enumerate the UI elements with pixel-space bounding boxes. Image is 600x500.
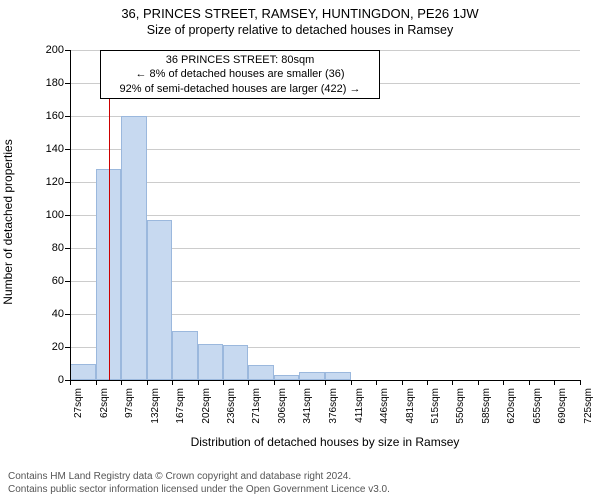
page-subtitle: Size of property relative to detached ho… bbox=[0, 23, 600, 37]
x-tick bbox=[325, 380, 326, 385]
y-tick-label: 160 bbox=[36, 110, 64, 122]
x-tick-label: 620sqm bbox=[506, 388, 517, 424]
x-tick-label: 446sqm bbox=[379, 388, 390, 424]
histogram-bar bbox=[198, 344, 223, 380]
reference-line bbox=[109, 50, 110, 380]
x-tick bbox=[172, 380, 173, 385]
annotation-callout: 36 PRINCES STREET: 80sqm ← 8% of detache… bbox=[100, 50, 380, 99]
x-tick bbox=[121, 380, 122, 385]
histogram-bar bbox=[248, 365, 274, 380]
x-tick-label: 236sqm bbox=[226, 388, 237, 424]
x-tick bbox=[503, 380, 504, 385]
x-tick-label: 690sqm bbox=[557, 388, 568, 424]
histogram-bar bbox=[147, 220, 173, 380]
x-tick-label: 167sqm bbox=[175, 388, 186, 424]
histogram-chart bbox=[70, 50, 580, 380]
footer-line1: Contains HM Land Registry data © Crown c… bbox=[8, 470, 390, 483]
x-tick-label: 132sqm bbox=[150, 388, 161, 424]
y-tick-label: 0 bbox=[36, 374, 64, 386]
x-tick-label: 97sqm bbox=[124, 388, 135, 418]
chart-header: 36, PRINCES STREET, RAMSEY, HUNTINGDON, … bbox=[0, 0, 600, 37]
x-axis-label: Distribution of detached houses by size … bbox=[70, 435, 580, 449]
annotation-line2: ← 8% of detached houses are smaller (36) bbox=[107, 67, 373, 81]
histogram-bar bbox=[70, 364, 96, 381]
x-tick bbox=[248, 380, 249, 385]
x-tick-label: 271sqm bbox=[251, 388, 262, 424]
x-tick bbox=[376, 380, 377, 385]
x-tick-label: 725sqm bbox=[583, 388, 594, 424]
x-tick bbox=[351, 380, 352, 385]
x-tick-label: 306sqm bbox=[277, 388, 288, 424]
x-tick bbox=[452, 380, 453, 385]
x-tick bbox=[274, 380, 275, 385]
x-tick-label: 27sqm bbox=[73, 388, 84, 418]
y-tick-label: 40 bbox=[36, 308, 64, 320]
x-tick-label: 655sqm bbox=[532, 388, 543, 424]
x-tick bbox=[70, 380, 71, 385]
x-tick bbox=[96, 380, 97, 385]
x-tick-label: 376sqm bbox=[328, 388, 339, 424]
x-tick bbox=[223, 380, 224, 385]
attribution-footer: Contains HM Land Registry data © Crown c… bbox=[8, 470, 390, 496]
x-tick bbox=[580, 380, 581, 385]
x-tick bbox=[478, 380, 479, 385]
y-axis-line bbox=[70, 50, 71, 380]
x-tick-label: 585sqm bbox=[481, 388, 492, 424]
x-tick bbox=[402, 380, 403, 385]
x-tick-label: 202sqm bbox=[201, 388, 212, 424]
x-tick-label: 341sqm bbox=[302, 388, 313, 424]
x-tick bbox=[529, 380, 530, 385]
histogram-bar bbox=[325, 372, 351, 380]
x-tick-label: 411sqm bbox=[354, 388, 365, 423]
footer-line2: Contains public sector information licen… bbox=[8, 483, 390, 496]
histogram-bar bbox=[299, 372, 325, 380]
x-tick bbox=[198, 380, 199, 385]
x-tick bbox=[147, 380, 148, 385]
y-tick-label: 180 bbox=[36, 77, 64, 89]
y-tick-label: 20 bbox=[36, 341, 64, 353]
y-tick-label: 80 bbox=[36, 242, 64, 254]
annotation-line3: 92% of semi-detached houses are larger (… bbox=[107, 82, 373, 96]
y-tick-label: 120 bbox=[36, 176, 64, 188]
x-tick bbox=[299, 380, 300, 385]
y-tick-label: 200 bbox=[36, 44, 64, 56]
histogram-bar bbox=[223, 345, 249, 380]
annotation-line1: 36 PRINCES STREET: 80sqm bbox=[107, 53, 373, 67]
x-tick-label: 481sqm bbox=[405, 388, 416, 424]
y-tick-label: 140 bbox=[36, 143, 64, 155]
x-tick-label: 515sqm bbox=[430, 388, 441, 424]
histogram-bar bbox=[121, 116, 147, 380]
x-tick-label: 62sqm bbox=[99, 388, 110, 418]
x-tick bbox=[427, 380, 428, 385]
x-tick bbox=[554, 380, 555, 385]
y-tick-label: 60 bbox=[36, 275, 64, 287]
x-tick-label: 550sqm bbox=[455, 388, 466, 424]
y-tick-label: 100 bbox=[36, 209, 64, 221]
page-title: 36, PRINCES STREET, RAMSEY, HUNTINGDON, … bbox=[0, 6, 600, 21]
histogram-bar bbox=[172, 331, 198, 381]
